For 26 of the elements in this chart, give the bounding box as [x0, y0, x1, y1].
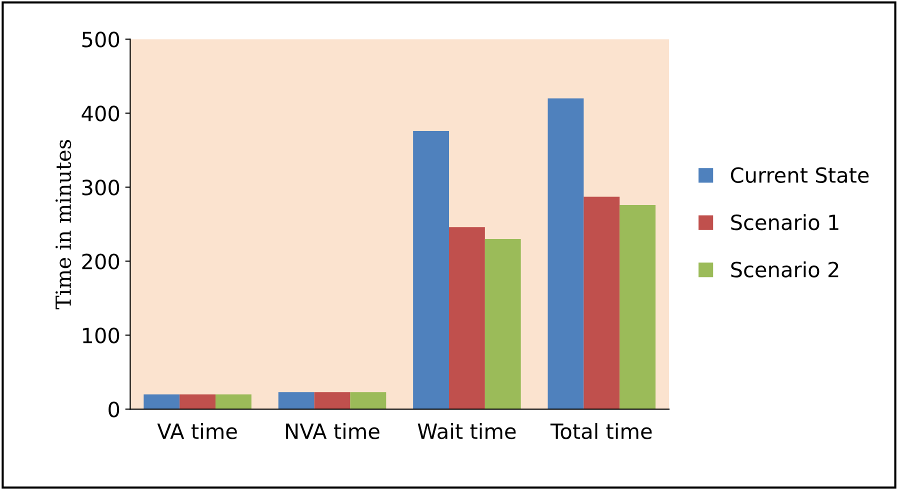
legend-label: Current State — [730, 167, 869, 183]
y-tick-label: 400 — [82, 106, 120, 122]
y-axis-title: Time in minutes — [56, 140, 72, 310]
bar — [350, 392, 386, 410]
bar — [584, 196, 620, 410]
x-tick-label: NVA time — [286, 423, 380, 440]
bar — [548, 98, 584, 410]
bar — [314, 392, 350, 410]
bar — [484, 238, 521, 410]
bar — [144, 394, 180, 410]
y-tick-label: 300 — [82, 180, 120, 196]
x-tick-label: Total time — [550, 423, 652, 440]
bar — [413, 130, 449, 410]
y-tick-label: 0 — [108, 402, 120, 418]
y-tick-label: 200 — [82, 254, 120, 270]
x-tick-label: Wait time — [418, 423, 516, 440]
legend-label: Scenario 1 — [731, 214, 838, 230]
x-tick-label: VA time — [157, 423, 237, 440]
legend-label: Scenario 2 — [731, 261, 838, 278]
bar — [449, 227, 485, 410]
y-tick-label: 500 — [82, 32, 120, 48]
bar — [216, 394, 252, 410]
y-tick-label: 100 — [83, 328, 120, 344]
bar — [620, 204, 656, 410]
bar — [180, 394, 216, 410]
bar — [278, 392, 314, 410]
